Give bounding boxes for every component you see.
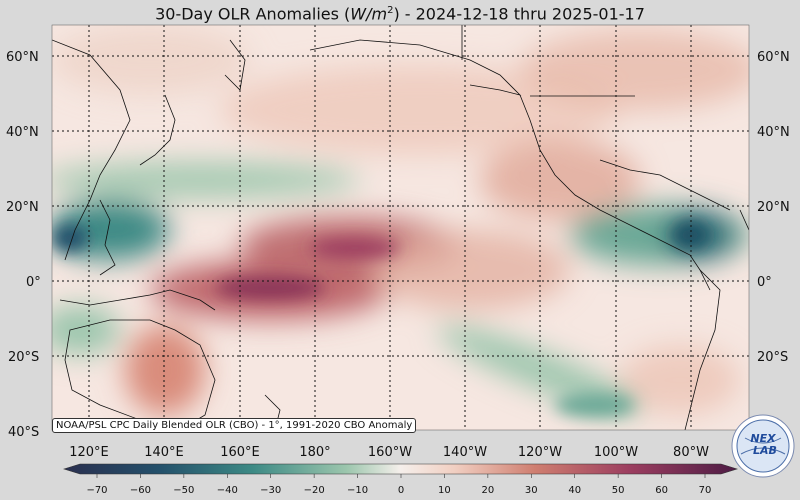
colorbar-tick-label: −50 <box>173 485 194 496</box>
colorbar-tick-label: −30 <box>260 485 281 496</box>
nexlab-logo: NEX LAB <box>731 414 795 478</box>
colorbar-tick-label: 40 <box>568 485 581 496</box>
lat-label: 20°S <box>757 350 788 365</box>
lat-label: 20°N <box>757 200 790 215</box>
colorbar-tick-label: −60 <box>130 485 151 496</box>
lat-label: 0° <box>757 275 772 290</box>
lat-label: 40°S <box>8 425 39 440</box>
colorbar-tick-label: −20 <box>304 485 325 496</box>
colorbar-tick-label: 60 <box>655 485 668 496</box>
colorbar-tick-label: 10 <box>438 485 451 496</box>
lat-label: 0° <box>26 275 41 290</box>
lon-label: 140°E <box>144 445 184 460</box>
colorbar: −70 −60 −50 −40 −30 −20 −10 0 10 20 30 40 50 60 70 <box>62 463 739 496</box>
lat-label: 60°N <box>757 50 790 65</box>
colorbar-tick-label: 50 <box>612 485 625 496</box>
colorbar-tick-label: −10 <box>347 485 368 496</box>
lon-label: 80°W <box>673 445 709 460</box>
map-title: 30-Day OLR Anomalies (W/m2) - 2024-12-18… <box>155 4 645 24</box>
colorbar-tick-label: −40 <box>217 485 238 496</box>
lon-label: 140°W <box>443 445 487 460</box>
colorbar-tick-label: 0 <box>398 485 404 496</box>
lat-label: 40°N <box>757 125 790 140</box>
graticule <box>52 25 749 430</box>
colorbar-tick-label: −70 <box>86 485 107 496</box>
lat-label: 20°S <box>8 350 39 365</box>
lat-label: 20°N <box>6 200 39 215</box>
lon-label: 180° <box>299 445 330 460</box>
logo-text-2: LAB <box>753 444 777 457</box>
lon-label: 120°E <box>69 445 109 460</box>
lon-label: 100°W <box>594 445 638 460</box>
colorbar-ticks: −70 −60 −50 −40 −30 −20 −10 0 10 20 30 40 50 60 70 <box>86 474 711 496</box>
logo-text: NEX <box>750 432 776 445</box>
colorbar-tick-label: 20 <box>481 485 494 496</box>
colorbar-tick-label: 30 <box>525 485 538 496</box>
lon-label: 160°W <box>368 445 412 460</box>
anomaly-field <box>52 25 749 430</box>
lat-label: 40°N <box>6 125 39 140</box>
colorbar-tick-label: 70 <box>699 485 712 496</box>
data-source-credit: NOAA/PSL CPC Daily Blended OLR (CBO) - 1… <box>52 418 417 433</box>
lon-label: 120°W <box>518 445 562 460</box>
lon-labels: 120°E 140°E 160°E 180° 160°W 140°W 120°W… <box>69 445 709 460</box>
lat-label: 60°N <box>6 50 39 65</box>
lat-labels-right: 60°N 40°N 20°N 0° 20°S <box>757 50 790 365</box>
lon-label: 160°E <box>220 445 260 460</box>
lat-labels-left: 60°N 40°N 20°N 0° 20°S 40°S <box>6 50 41 440</box>
coastlines <box>52 25 749 430</box>
